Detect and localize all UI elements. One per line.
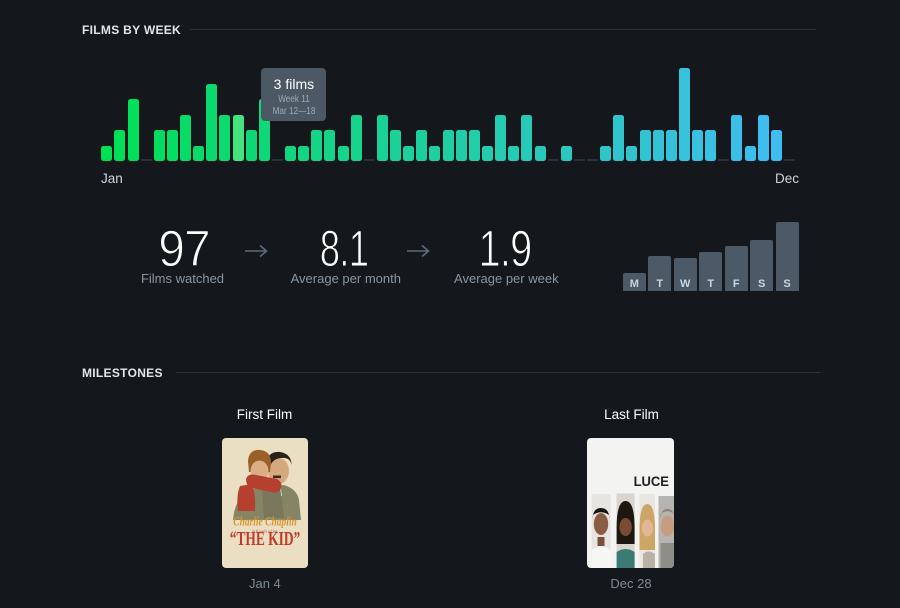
svg-text:in 6 reels of joy: in 6 reels of joy (252, 528, 279, 533)
svg-text:LUCE: LUCE (633, 473, 668, 489)
svg-text:“THE KID”: “THE KID” (230, 528, 301, 550)
svg-text:Charlie Chaplin: Charlie Chaplin (233, 514, 297, 528)
